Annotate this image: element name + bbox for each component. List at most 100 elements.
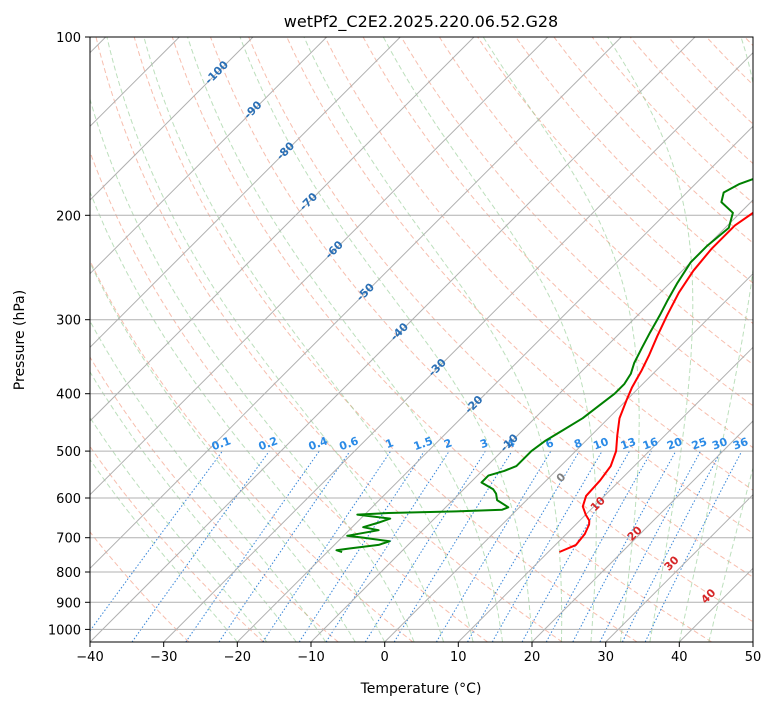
mixing-ratio-label: 25	[690, 435, 709, 452]
moist-adiabat-line	[607, 37, 694, 642]
x-tick-label: −40	[76, 650, 103, 665]
x-tick-label: −30	[150, 650, 177, 665]
mixing-ratio-label: 10	[591, 435, 610, 453]
x-axis-ticks: −40 −30 −20 −10 0 10 20 30 40 50	[76, 642, 761, 665]
mixing-ratio-line	[491, 450, 603, 642]
dry-adiabat-line	[477, 37, 753, 325]
dewpoint-profile-line	[335, 177, 753, 553]
isotherm-gridline	[90, 37, 328, 275]
mixing-ratio-line	[599, 450, 701, 642]
isotherm-gridline	[90, 37, 401, 349]
moist-adiabats	[90, 37, 753, 642]
mixing-ratio-line	[298, 450, 425, 642]
x-tick-label: 30	[597, 650, 614, 665]
mixing-ratio-lines	[90, 450, 743, 642]
isotherm-gridline	[384, 272, 753, 642]
x-axis-label: Temperature (°C)	[360, 681, 482, 697]
isotherm-gridline	[90, 37, 254, 201]
x-tick-label: −10	[297, 650, 324, 665]
moist-adiabat-line	[90, 458, 238, 642]
mixing-ratio-label: 2	[442, 436, 454, 451]
mixing-ratio-line	[185, 450, 320, 642]
mixing-ratio-line	[393, 450, 513, 642]
mixing-ratio-line	[364, 450, 486, 642]
dry-adiabat-line	[90, 531, 190, 642]
x-tick-label: 10	[450, 650, 467, 665]
moist-adiabat-line	[90, 261, 356, 642]
mixing-ratio-line	[325, 450, 450, 642]
moist-adiabat-line	[143, 37, 474, 642]
sounding-series	[335, 177, 753, 553]
dry-adiabat-line	[133, 37, 638, 642]
x-tick-label: 20	[524, 650, 541, 665]
moist-adiabat-line	[482, 37, 640, 642]
isobar-gridlines	[90, 37, 753, 630]
moist-adiabat-line	[187, 37, 503, 642]
chart-title: wetPf2_C2E2.2025.220.06.52.G28	[284, 12, 558, 32]
isotherm-gridline	[90, 37, 549, 496]
moist-adiabat-line	[303, 37, 563, 642]
isotherm-gridline	[457, 346, 753, 642]
y-axis-label: Pressure (hPa)	[12, 290, 28, 390]
moist-adiabat-line	[678, 37, 753, 642]
mixing-ratio-label: 13	[619, 435, 638, 452]
moist-adiabat-line	[106, 37, 445, 642]
y-tick-label: 600	[56, 492, 81, 507]
y-tick-label: 500	[56, 445, 81, 460]
moist-adiabat-line	[90, 320, 327, 642]
dry-adiabat-line	[591, 37, 753, 204]
moist-adiabat-line	[708, 466, 753, 642]
y-tick-label: 700	[56, 532, 81, 547]
dry-adiabat-line	[553, 37, 753, 244]
y-tick-label: 1000	[48, 623, 81, 638]
dry-adiabat-line	[324, 37, 753, 491]
moist-adiabat-line	[239, 37, 533, 642]
y-tick-label: 800	[56, 566, 81, 581]
mixing-ratio-label: 20	[665, 435, 684, 453]
isotherm-gridlines	[90, 37, 753, 642]
mixing-ratio-label: 0.1	[210, 434, 233, 453]
isotherm-gridline	[163, 51, 753, 642]
mixing-ratio-label: 30	[710, 435, 729, 453]
isotherm-gridline	[90, 37, 622, 570]
x-tick-label: 40	[671, 650, 688, 665]
dry-adiabat-line	[286, 37, 753, 534]
x-tick-label: 0	[381, 650, 389, 665]
mixing-ratio-label: 3	[478, 436, 490, 451]
mixing-ratio-line	[572, 450, 677, 642]
mixing-ratio-line	[131, 450, 270, 642]
y-tick-label: 400	[56, 388, 81, 403]
mixing-ratio-line	[644, 450, 743, 642]
mixing-ratio-label: 1	[384, 436, 396, 451]
dry-adiabat-line	[90, 259, 414, 642]
mixing-ratio-label: 0.4	[307, 434, 330, 453]
mixing-ratio-label: 0.2	[257, 434, 280, 453]
isotherm-gridline	[310, 199, 753, 642]
y-tick-label: 900	[56, 596, 81, 611]
y-tick-label: 100	[56, 31, 81, 46]
mixing-ratio-label: 1.5	[412, 434, 435, 453]
dry-adiabat-line	[248, 37, 753, 578]
isotherm-gridline	[90, 37, 696, 642]
mixing-ratio-line	[218, 450, 351, 642]
x-tick-label: 50	[745, 650, 762, 665]
moist-adiabat-line	[382, 37, 597, 642]
mixing-ratio-label: 6	[544, 436, 556, 451]
x-tick-label: −20	[224, 650, 251, 665]
y-tick-label: 300	[56, 314, 81, 329]
isotherm-gridline	[531, 420, 753, 642]
dry-adiabat-line	[438, 37, 753, 365]
mixing-ratio-label: 8	[572, 436, 584, 451]
dry-adiabat-line	[90, 150, 488, 642]
mixing-ratio-label: 0.6	[338, 434, 361, 453]
dry-adiabat-line	[90, 356, 339, 642]
y-tick-label: 200	[56, 209, 81, 224]
y-axis-ticks: 1000 900 800 700 600 500 400 300 200 100	[48, 31, 90, 638]
isotherm-gridline	[236, 125, 753, 642]
dry-adiabat-line	[210, 37, 753, 623]
temperature-profile-line	[559, 211, 753, 553]
mixing-ratio-label: 16	[641, 435, 660, 453]
plot-frame	[89, 36, 754, 643]
